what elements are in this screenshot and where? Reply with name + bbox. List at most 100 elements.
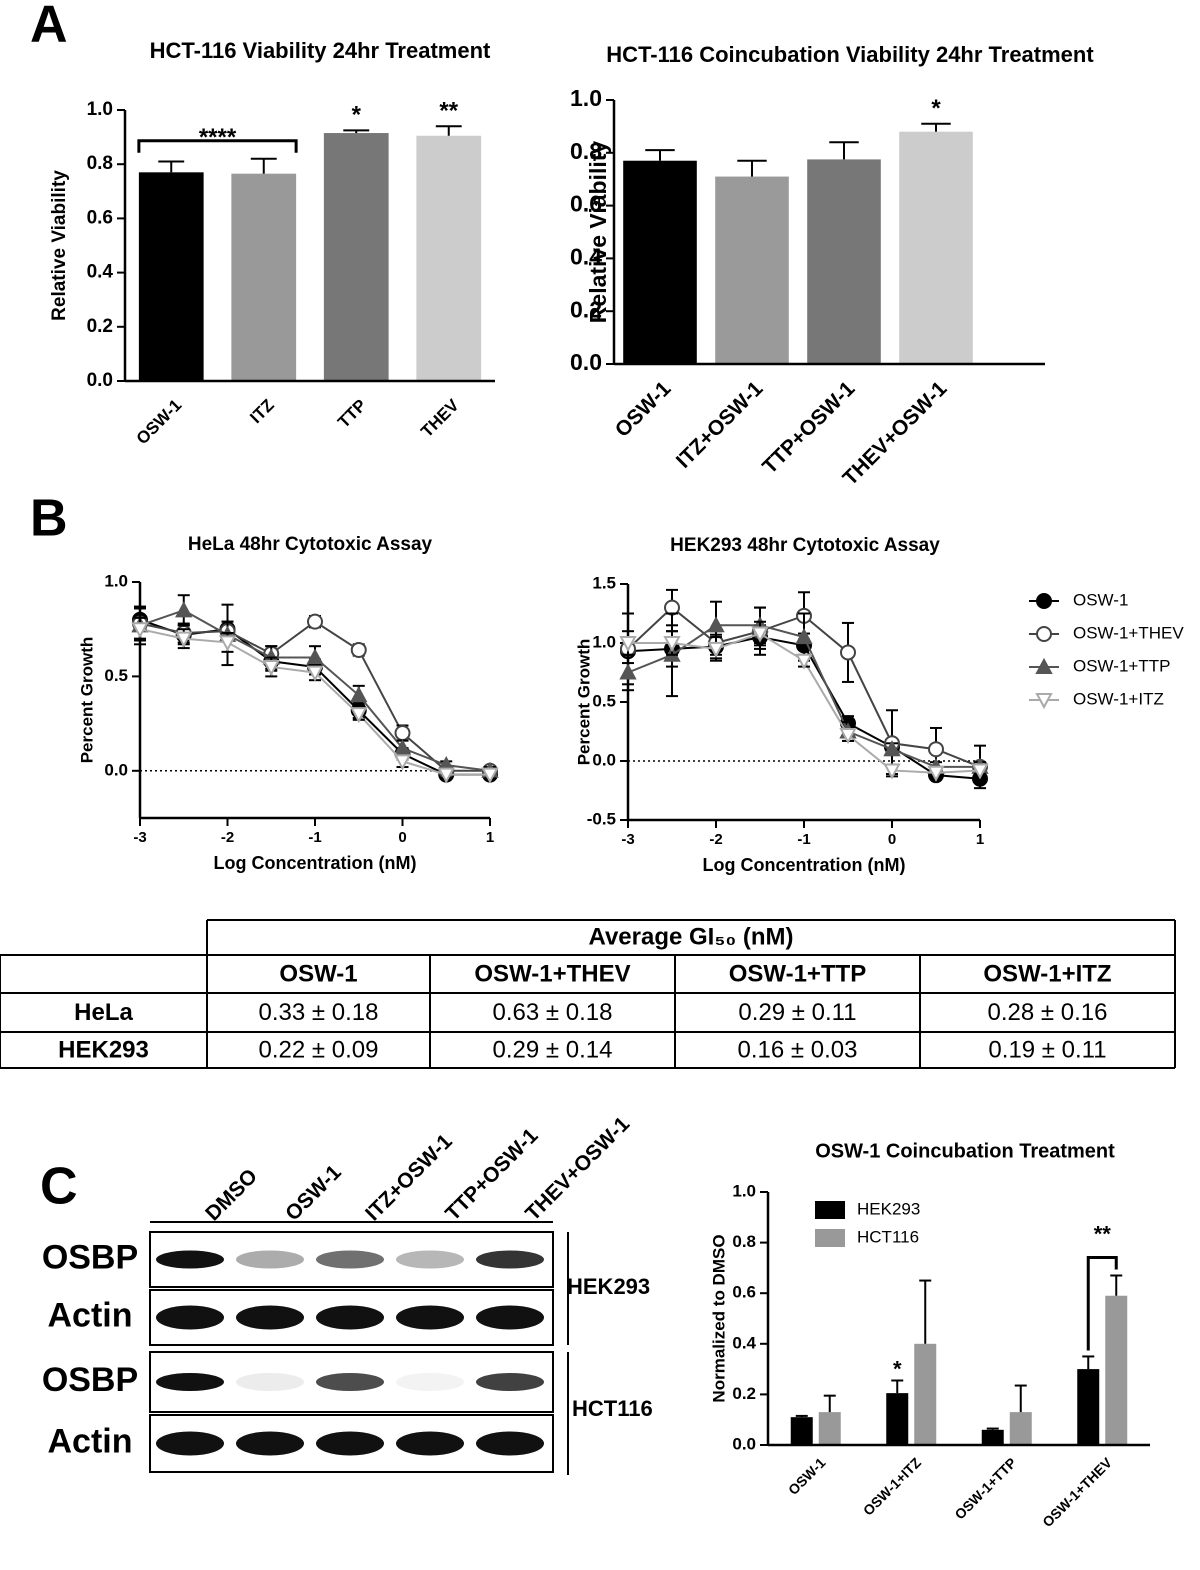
legend-label: OSW-1+ITZ [1073, 689, 1164, 708]
y-tick-label: 0.4 [570, 243, 602, 269]
significance-label: **** [199, 124, 237, 151]
data-point [971, 763, 989, 780]
legend-label: OSW-1+TTP [1073, 656, 1170, 675]
y-tick-label: 0.5 [592, 691, 616, 710]
blot-band [316, 1250, 384, 1269]
x-tick-label: 1 [486, 829, 494, 846]
error-bar [891, 1379, 904, 1394]
data-point [883, 763, 901, 780]
data-point [839, 728, 857, 745]
bar [807, 159, 881, 364]
legend-marker [1036, 626, 1052, 642]
data-point [350, 641, 367, 658]
blot-band [316, 1373, 384, 1391]
x-tick-label: -3 [133, 829, 146, 846]
data-point [437, 767, 455, 784]
y-tick-label: 0.6 [570, 191, 602, 217]
blot-row-label: OSBP [42, 1238, 138, 1276]
data-point [751, 626, 769, 643]
legend-label: HEK293 [857, 1199, 920, 1218]
y-tick-label: 0.6 [732, 1283, 756, 1302]
bar [818, 1412, 841, 1445]
blot-row-label: Actin [48, 1422, 133, 1460]
bar [138, 172, 204, 381]
blot-row-label: OSBP [42, 1361, 138, 1399]
legend-symbol [1035, 657, 1053, 674]
blot-band [476, 1431, 544, 1456]
x-tick-label: 0 [888, 831, 896, 848]
data-point [619, 663, 637, 680]
significance-label: ** [439, 98, 458, 125]
blot-band [396, 1250, 464, 1269]
error-bar [737, 159, 767, 177]
x-tick-label: ITZ [246, 396, 277, 427]
y-tick-label: 0.6 [87, 207, 113, 228]
table-column-header: OSW-1+THEV [474, 960, 630, 987]
y-tick-label: 0.4 [732, 1333, 756, 1352]
y-tick-label: 0.0 [104, 760, 128, 779]
legend-marker [1035, 693, 1053, 710]
significance-label: * [893, 1356, 902, 1381]
data-point [795, 653, 813, 670]
y-tick-label: 0.5 [104, 666, 128, 685]
bar [886, 1393, 909, 1445]
error-bar [823, 1394, 836, 1413]
blot-band [156, 1431, 224, 1456]
x-tick-label: OSW-1 [785, 1454, 829, 1498]
x-tick-label: 1 [976, 831, 984, 848]
error-bar [919, 1279, 932, 1344]
y-axis-title: Relative Viability [585, 141, 611, 324]
bar [1077, 1369, 1100, 1445]
table-cell: 0.29 ± 0.11 [738, 999, 856, 1026]
y-tick-label: 1.0 [592, 632, 616, 651]
table-cell: 0.63 ± 0.18 [493, 999, 613, 1026]
y-axis-title: Normalized to DMSO [709, 1234, 728, 1402]
x-tick-label: OSW-1+TTP [951, 1454, 1019, 1522]
legend-label: HCT116 [857, 1227, 919, 1246]
y-tick-label: 0.2 [87, 316, 113, 337]
data-point [350, 707, 368, 724]
bar [899, 131, 973, 364]
legend-symbol [1035, 693, 1053, 710]
x-tick-label: OSW-1 [611, 377, 676, 442]
error-bar [921, 122, 951, 132]
x-tick-label: -3 [621, 831, 634, 848]
chart-title: HeLa 48hr Cytotoxic Assay [188, 534, 433, 555]
x-axis-title: Log Concentration (nM) [214, 853, 417, 873]
bar [416, 135, 482, 381]
bar [914, 1343, 937, 1445]
significance-bracket [137, 139, 298, 153]
y-tick-label: 0.8 [732, 1232, 756, 1251]
y-tick-label: -0.5 [587, 809, 616, 828]
blot-band [156, 1250, 224, 1269]
blot-band [396, 1431, 464, 1456]
significance-label: * [931, 95, 941, 122]
table-title: Average GI₅₀ (nM) [589, 923, 794, 950]
legend-swatch [815, 1201, 845, 1219]
data-point [306, 648, 324, 665]
blot-band [236, 1250, 304, 1269]
x-tick-label: OSW-1+THEV [1039, 1454, 1115, 1530]
data-point [350, 686, 368, 703]
x-tick-label: TTP+OSW-1 [758, 377, 860, 479]
y-tick-label: 0.4 [87, 262, 114, 283]
y-tick-label: 0.0 [732, 1434, 756, 1453]
bar [323, 133, 389, 381]
panel-label: C [40, 1158, 78, 1216]
y-tick-label: 0.8 [570, 138, 602, 164]
y-tick-label: 0.8 [87, 153, 113, 174]
blot-band [316, 1305, 384, 1330]
legend-marker [1036, 593, 1052, 609]
chart-title: HEK293 48hr Cytotoxic Assay [670, 535, 940, 556]
table-cell: 0.28 ± 0.16 [988, 999, 1108, 1026]
blot-band [476, 1373, 544, 1391]
data-point [175, 631, 193, 648]
data-point [175, 601, 193, 618]
table-cell: 0.29 ± 0.14 [493, 1036, 613, 1063]
y-axis-title: Percent Growth [574, 639, 593, 766]
error-bar [829, 141, 859, 160]
blot-band [316, 1431, 384, 1456]
table-row-header: HEK293 [58, 1036, 149, 1063]
data-point [306, 665, 324, 682]
